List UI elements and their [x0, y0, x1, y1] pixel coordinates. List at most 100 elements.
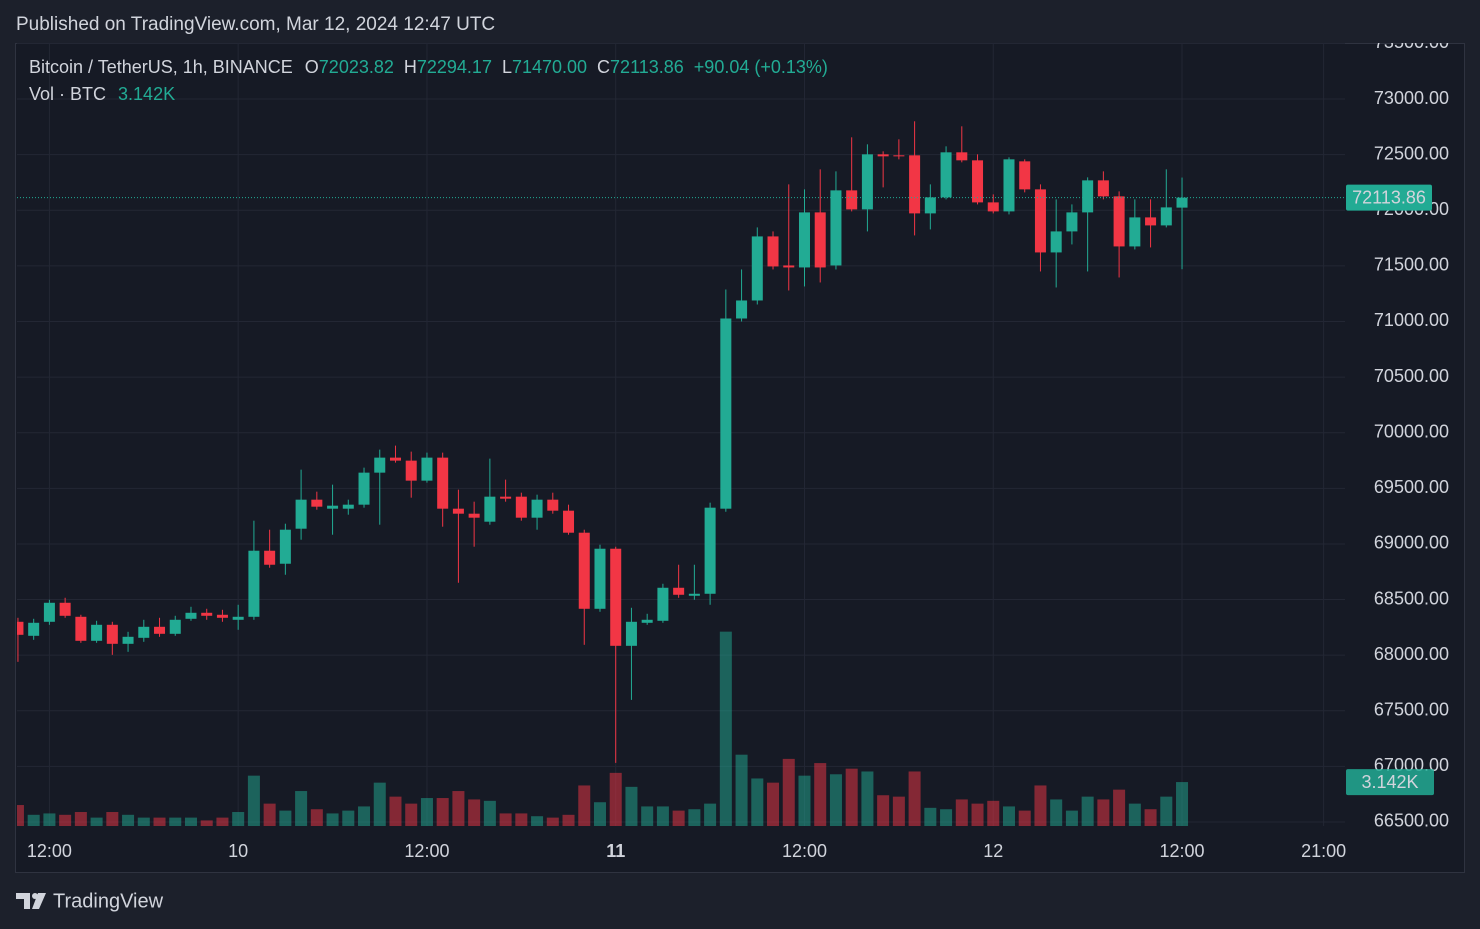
volume-bar — [326, 813, 339, 826]
candle-body — [484, 496, 496, 522]
volume-bar — [1018, 810, 1031, 826]
candle-body — [830, 190, 842, 266]
volume-bar — [122, 814, 135, 826]
candle-body — [389, 457, 401, 461]
candle-body — [452, 508, 464, 514]
volume-bar — [955, 799, 968, 826]
volume-bar — [578, 785, 591, 826]
volume-bar — [735, 754, 748, 826]
volume-bar — [137, 817, 150, 826]
candle-body — [578, 532, 590, 609]
candle-body — [358, 472, 370, 505]
candle-body — [154, 626, 166, 634]
volume-bar — [263, 803, 276, 826]
candle-body — [736, 300, 748, 319]
candle-body — [987, 202, 999, 212]
volume-bar — [845, 768, 858, 826]
time-axis: 12:00 10 12:00 11 12:00 12 12:00 21:00 — [27, 841, 1346, 861]
candle-body — [610, 548, 622, 646]
volume-bar — [279, 810, 292, 826]
candle-body — [909, 155, 921, 214]
candle-body — [437, 457, 449, 509]
ohlc-key: H — [404, 57, 417, 77]
x-tick-label: 12 — [983, 841, 1003, 861]
candle-body — [75, 616, 87, 641]
volume-bar — [971, 803, 984, 826]
x-tick-label: 10 — [228, 841, 248, 861]
candle-body — [673, 587, 685, 595]
y-tick-label: 66500.00 — [1374, 811, 1449, 831]
candle-body — [28, 622, 40, 636]
volume-bar — [436, 798, 449, 826]
x-tick-label: 12:00 — [1160, 841, 1205, 861]
candle-body — [248, 550, 260, 617]
ohlc-value: 72294.17 — [417, 57, 492, 77]
volume-bar — [1176, 782, 1189, 826]
y-tick-label: 71000.00 — [1374, 310, 1449, 330]
ohlc-key: C — [597, 57, 610, 77]
legend-line: Bitcoin / TetherUS, 1h, BINANCE O72023.82… — [29, 57, 828, 77]
volume-bar — [751, 778, 764, 826]
candle-body — [1066, 212, 1078, 232]
candle-body — [625, 621, 637, 646]
candle-body — [814, 212, 826, 268]
y-tick-label: 68000.00 — [1374, 644, 1449, 664]
x-tick-label: 21:00 — [1301, 841, 1346, 861]
volume-bar — [782, 758, 795, 826]
volume-bar — [593, 802, 606, 826]
last-price-label: 72113.86 — [1352, 187, 1426, 207]
x-tick-label: 12:00 — [404, 841, 449, 861]
y-tick-label: 71500.00 — [1374, 255, 1449, 275]
candle-body — [657, 587, 669, 621]
candle-body — [956, 152, 968, 161]
x-tick-label: 12:00 — [27, 841, 72, 861]
volume-bar — [483, 800, 496, 826]
volume-bar — [1034, 785, 1047, 826]
volume-bar — [861, 771, 874, 826]
candle-body — [1097, 180, 1109, 197]
candle-body — [1113, 196, 1125, 247]
candle-body — [1034, 189, 1046, 253]
candle-body — [295, 499, 307, 529]
volume-bar — [1097, 799, 1110, 826]
volume-bar — [767, 782, 780, 826]
volume-bar — [877, 795, 890, 826]
volume-bar — [531, 816, 544, 826]
volume-bar — [74, 812, 87, 826]
legend: Bitcoin / TetherUS, 1h, BINANCE O72023.82… — [29, 57, 828, 104]
volume-bar — [656, 806, 669, 826]
candle-body — [1129, 217, 1141, 247]
candle-body — [264, 550, 276, 565]
x-tick-label: 12:00 — [782, 841, 827, 861]
candle-body — [515, 496, 527, 518]
volume-bar — [940, 809, 953, 826]
candle-body — [374, 457, 386, 473]
candle-body — [798, 212, 810, 268]
volume-bar — [719, 631, 732, 826]
volume-name: Vol · BTC — [29, 84, 106, 104]
ohlc-key: O — [305, 57, 319, 77]
volume-bar — [1081, 796, 1094, 826]
y-tick-label: 70500.00 — [1374, 366, 1449, 386]
volume-bar — [468, 799, 481, 826]
volume-bar — [373, 782, 386, 826]
ohlc-value: 71470.00 — [512, 57, 587, 77]
brand-logo — [16, 893, 46, 909]
candle-body — [641, 619, 653, 623]
volume-bar — [295, 791, 308, 826]
change: +90.04 (+0.13%) — [694, 57, 828, 77]
volume-pane — [17, 631, 1189, 826]
volume-bar — [546, 817, 559, 826]
candle-body — [972, 160, 984, 203]
y-tick-label: 73000.00 — [1374, 88, 1449, 108]
ohlc-key: L — [502, 57, 512, 77]
volume-bar — [358, 806, 371, 826]
volume-value: 3.142K — [118, 84, 175, 104]
candle-body — [342, 504, 354, 509]
price-axis: 66500.0067000.0067500.0068000.0068500.00… — [1374, 32, 1449, 831]
y-tick-label: 73500.00 — [1374, 32, 1449, 52]
y-tick-label: 68500.00 — [1374, 588, 1449, 608]
candle-body — [563, 510, 575, 533]
